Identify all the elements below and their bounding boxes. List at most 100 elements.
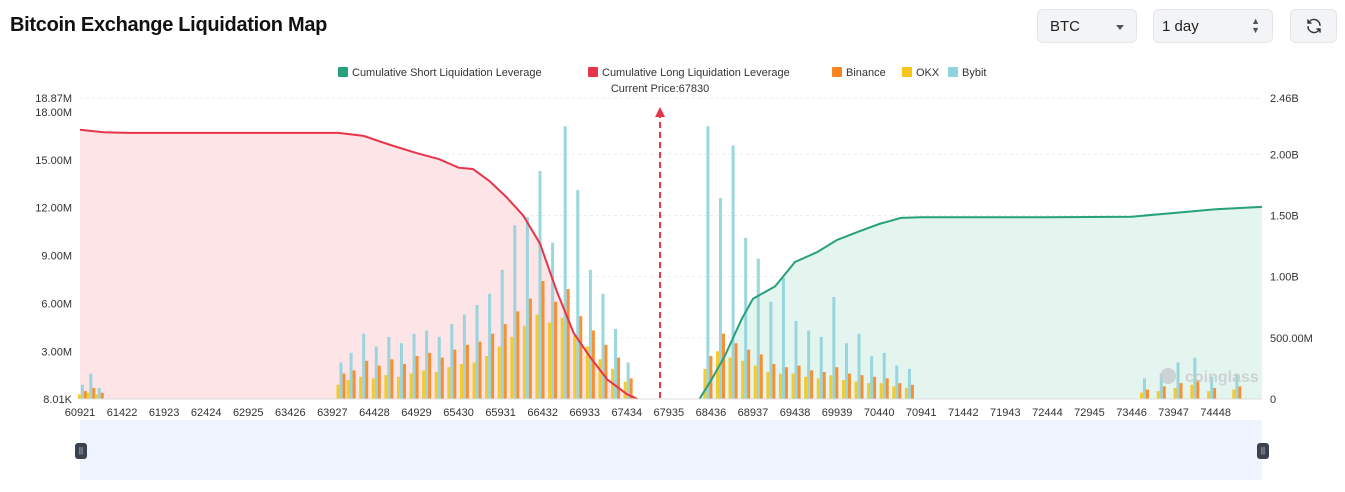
- chart-overlay: Current Price:67830 coinglass: [611, 83, 1259, 399]
- bybit-bar: [832, 296, 836, 399]
- y-left-tick-label: 6.00M: [41, 298, 72, 310]
- bybit-bar: [882, 352, 886, 399]
- y-left-tick-label: 15.00M: [35, 155, 72, 167]
- binance-bar: [428, 352, 432, 399]
- binance-bar: [516, 311, 520, 399]
- y-left-tick-label: 18.00M: [35, 107, 72, 119]
- up-down-icon: ▲ ▼: [1251, 16, 1260, 35]
- x-tick-label: 74448: [1200, 407, 1231, 419]
- bybit-bar: [731, 145, 735, 399]
- x-tick-label: 68436: [696, 407, 727, 419]
- y-right-tick-label: 0: [1270, 394, 1276, 406]
- okx-bar: [522, 325, 526, 399]
- current-price-arrow: [655, 107, 666, 117]
- liquidation-chart: 8.01K 3.00M 6.00M 9.00M 12.00M 15.00M 18.00M 18…: [35, 67, 1313, 419]
- binance-bar: [734, 343, 738, 399]
- okx-bar: [728, 357, 732, 399]
- okx-bar: [1156, 391, 1160, 399]
- y-left-tick-label: 9.00M: [41, 251, 72, 263]
- binance-bar: [759, 354, 763, 399]
- legend-swatch: [588, 67, 598, 77]
- chart-legend: Cumulative Short Liquidation Leverage Cum…: [338, 67, 986, 79]
- bybit-bar: [819, 336, 823, 399]
- refresh-button[interactable]: [1290, 9, 1337, 43]
- bybit-bar: [500, 269, 504, 399]
- bybit-bar: [626, 362, 630, 399]
- binance-bar: [709, 356, 713, 399]
- bybit-bar: [769, 301, 773, 399]
- okx-bar: [86, 392, 90, 399]
- legend-label: OKX: [916, 67, 940, 79]
- okx-bar: [573, 335, 577, 399]
- bybit-bar: [1176, 362, 1180, 399]
- legend-label: Cumulative Long Liquidation Leverage: [602, 67, 790, 79]
- okx-bar: [77, 394, 81, 399]
- binance-bar: [415, 356, 419, 399]
- zoom-handle-right[interactable]: ||: [1257, 443, 1269, 459]
- okx-bar: [422, 370, 426, 399]
- binance-bar: [579, 316, 583, 399]
- range-select[interactable]: 1 day ▲ ▼: [1153, 9, 1273, 43]
- okx-bar: [560, 317, 564, 399]
- current-price-label: Current Price:67830: [611, 83, 709, 95]
- y-right-tick-label: 1.00B: [1270, 272, 1299, 284]
- binance-bar: [1179, 383, 1183, 399]
- y-left-tick-label: 18.87M: [35, 93, 72, 105]
- x-tick-label: 68937: [738, 407, 769, 419]
- x-tick-label: 67434: [612, 407, 643, 419]
- legend-label: Bybit: [962, 67, 986, 79]
- okx-bar: [741, 360, 745, 399]
- okx-bar: [879, 383, 883, 399]
- x-tick-label: 63927: [317, 407, 348, 419]
- okx-bar: [854, 381, 858, 399]
- x-tick-label: 61422: [107, 407, 138, 419]
- y-right-tick-label: 500.00M: [1270, 333, 1313, 345]
- bybit-bar: [588, 269, 592, 399]
- binance-bar: [1162, 386, 1166, 399]
- short-area-fill: [699, 206, 1262, 399]
- binance-bar: [342, 373, 346, 399]
- x-tick-label: 73947: [1158, 407, 1189, 419]
- bybit-bar: [1193, 357, 1197, 399]
- zoom-handle-left[interactable]: ||: [75, 443, 87, 459]
- binance-bar: [629, 378, 633, 399]
- bybit-bar: [339, 362, 343, 399]
- okx-bar: [1190, 384, 1194, 399]
- legend-label: Binance: [846, 67, 886, 79]
- binance-bar: [1238, 386, 1242, 399]
- x-tick-label: 62925: [233, 407, 264, 419]
- legend-label: Cumulative Short Liquidation Leverage: [352, 67, 542, 79]
- binance-bar: [747, 349, 751, 399]
- bybit-bar: [718, 198, 722, 399]
- okx-bar: [829, 375, 833, 399]
- x-tick-label: 65430: [443, 407, 474, 419]
- bybit-bar: [1142, 378, 1146, 399]
- page-title: Bitcoin Exchange Liquidation Map: [10, 14, 328, 36]
- bybit-bar: [601, 293, 605, 399]
- bybit-bar: [857, 333, 861, 399]
- binance-bar: [772, 364, 776, 399]
- okx-bar: [804, 376, 808, 399]
- binance-bar: [465, 344, 469, 399]
- coin-select[interactable]: BTC: [1037, 9, 1137, 43]
- x-tick-label: 62424: [191, 407, 222, 419]
- bybit-bar: [1210, 376, 1214, 399]
- binance-bar: [528, 298, 532, 399]
- short-cumulative-line: [698, 205, 1263, 400]
- bybit-bar: [97, 387, 101, 399]
- okx-bar: [548, 322, 552, 399]
- okx-bar: [892, 386, 896, 399]
- bybit-bar: [1159, 373, 1163, 399]
- cumulative-lines: [79, 128, 1263, 400]
- bybit-bar: [89, 373, 93, 399]
- okx-bar: [1232, 389, 1236, 399]
- bybit-bar: [706, 126, 710, 399]
- zoom-slider-track[interactable]: [80, 420, 1262, 480]
- long-area-fill: [80, 129, 638, 400]
- long-cumulative-line: [79, 128, 638, 400]
- x-tick-label: 66933: [569, 407, 600, 419]
- binance-bar: [822, 371, 826, 399]
- binance-bar: [860, 375, 864, 399]
- bybit-bar: [844, 343, 848, 399]
- legend-swatch: [902, 67, 912, 77]
